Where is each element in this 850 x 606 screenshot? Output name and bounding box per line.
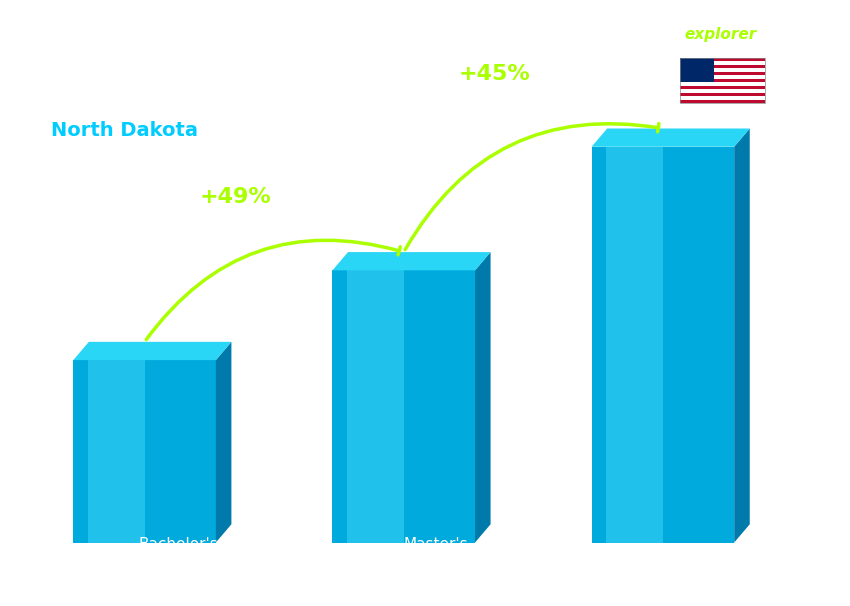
Polygon shape	[88, 360, 144, 542]
Text: 185,000 USD: 185,000 USD	[327, 231, 418, 245]
Polygon shape	[734, 128, 750, 542]
Text: +45%: +45%	[459, 64, 530, 84]
Text: salary: salary	[612, 27, 665, 42]
Text: Average Yearly Salary: Average Yearly Salary	[819, 273, 830, 394]
Text: 124,000 USD: 124,000 USD	[68, 321, 159, 335]
Text: .com: .com	[759, 27, 800, 42]
Text: Salary Comparison By Education: Salary Comparison By Education	[51, 42, 510, 67]
Polygon shape	[332, 270, 475, 542]
Text: Bachelor's
Degree: Bachelor's Degree	[139, 538, 218, 570]
Text: 269,000 USD: 269,000 USD	[586, 108, 677, 122]
Polygon shape	[347, 270, 404, 542]
Polygon shape	[73, 342, 231, 360]
Polygon shape	[475, 252, 490, 542]
Polygon shape	[592, 147, 734, 542]
Text: Master's
Degree: Master's Degree	[403, 538, 468, 570]
Text: North Dakota: North Dakota	[51, 121, 198, 140]
Polygon shape	[216, 342, 231, 542]
Polygon shape	[592, 128, 750, 147]
Text: explorer: explorer	[684, 27, 756, 42]
Text: PhD: PhD	[677, 554, 708, 570]
Polygon shape	[73, 360, 216, 542]
Polygon shape	[332, 252, 490, 270]
Polygon shape	[606, 147, 663, 542]
Text: Biologist: Biologist	[51, 88, 128, 106]
Text: +49%: +49%	[200, 187, 271, 207]
